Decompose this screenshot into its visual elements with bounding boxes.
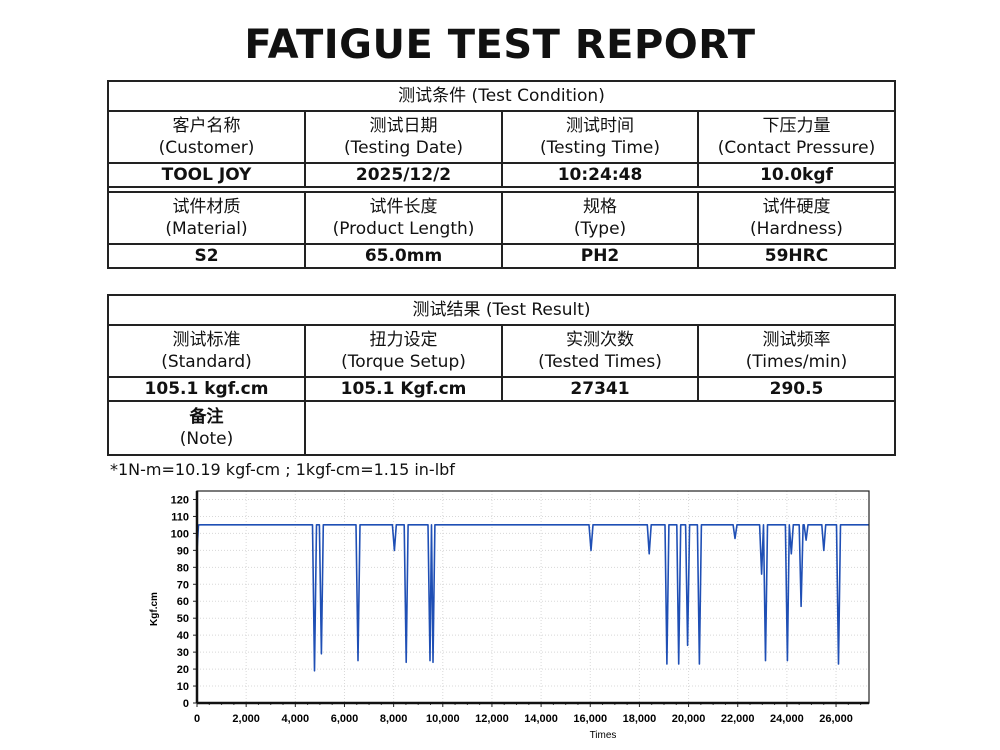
divider	[107, 186, 896, 193]
x-tick-label: 8,000	[380, 713, 408, 725]
y-axis-label: Kgf.cm	[149, 592, 160, 626]
product-length-value: 65.0mm	[304, 243, 503, 269]
frequency-value: 290.5	[696, 376, 897, 402]
contact-pressure-header: 下压力量 (Contact Pressure)	[697, 110, 896, 164]
torque-fatigue-chart: 0 10 20 30 40 50 60 70 80 90 100 110 120 0 2,000 4,000 6…	[149, 490, 870, 741]
test-result-heading: 测试结果 (Test Result)	[106, 294, 897, 326]
customer-header: 客户名称 (Customer)	[107, 110, 306, 164]
x-tick-label: 10,000	[426, 713, 460, 725]
y-tick-label: 10	[177, 681, 189, 693]
x-tick-label: 26,000	[819, 713, 853, 725]
hardness-header: 试件硬度 (Hardness)	[697, 191, 896, 245]
y-tick-label: 50	[177, 613, 189, 625]
testing-date-value: 2025/12/2	[304, 162, 503, 188]
material-header: 试件材质 (Material)	[107, 191, 306, 245]
standard-header: 测试标准 (Standard)	[107, 324, 306, 378]
x-tick-label: 20,000	[672, 713, 706, 725]
y-tick-label: 120	[171, 494, 189, 506]
x-tick-label: 14,000	[524, 713, 558, 725]
y-tick-label: 20	[177, 664, 189, 676]
y-tick-label: 0	[183, 698, 189, 710]
y-tick-label: 40	[177, 630, 189, 642]
tested-times-value: 27341	[501, 376, 699, 402]
y-tick-label: 90	[177, 545, 189, 557]
y-tick-label: 30	[177, 647, 189, 659]
x-tick-label: 0	[194, 713, 200, 725]
torque-setup-header: 扭力设定 (Torque Setup)	[304, 324, 503, 378]
y-tick-label: 110	[171, 511, 189, 523]
hardness-value: 59HRC	[697, 243, 896, 269]
testing-date-header: 测试日期 (Testing Date)	[304, 110, 503, 164]
product-length-header: 试件长度 (Product Length)	[304, 191, 503, 245]
x-tick-label: 24,000	[770, 713, 804, 725]
test-condition-heading: 测试条件 (Test Condition)	[107, 80, 896, 112]
x-tick-label: 12,000	[475, 713, 509, 725]
contact-pressure-value: 10.0kgf	[697, 162, 896, 188]
type-value: PH2	[501, 243, 699, 269]
customer-value: TOOL JOY	[107, 162, 306, 188]
x-tick-label: 22,000	[721, 713, 755, 725]
material-value: S2	[107, 243, 306, 269]
y-tick-label: 80	[177, 562, 189, 574]
plot-frame	[196, 490, 870, 704]
y-tick-label: 60	[177, 596, 189, 608]
x-tick-label: 6,000	[331, 713, 359, 725]
type-header: 规格 (Type)	[501, 191, 699, 245]
x-tick-label: 18,000	[623, 713, 657, 725]
report-title: FATIGUE TEST REPORT	[244, 22, 756, 68]
x-tick-label: 4,000	[282, 713, 310, 725]
unit-conversion-footnote: *1N-m=10.19 kgf-cm ; 1kgf-cm=1.15 in-lbf	[110, 460, 455, 479]
x-axis-label: Times	[590, 730, 617, 741]
x-tick-label: 2,000	[232, 713, 260, 725]
x-tick-label: 16,000	[573, 713, 607, 725]
tested-times-header: 实测次数 (Tested Times)	[501, 324, 699, 378]
note-value	[303, 400, 897, 456]
frequency-header: 测试频率 (Times/min)	[696, 324, 897, 378]
testing-time-header: 测试时间 (Testing Time)	[501, 110, 699, 164]
test-result-table: 测试结果 (Test Result) 测试标准 (Standard) 扭力设定 (T…	[106, 294, 897, 456]
standard-value: 105.1 kgf.cm	[107, 376, 306, 402]
torque-series-line	[196, 523, 869, 672]
torque-setup-value: 105.1 Kgf.cm	[304, 376, 503, 402]
note-label: 备注 (Note)	[107, 400, 306, 456]
testing-time-value: 10:24:48	[501, 162, 699, 188]
y-tick-label: 70	[177, 579, 189, 591]
y-tick-label: 100	[171, 528, 189, 540]
test-condition-table: 测试条件 (Test Condition) 客户名称 (Customer) 测试日…	[107, 80, 896, 269]
